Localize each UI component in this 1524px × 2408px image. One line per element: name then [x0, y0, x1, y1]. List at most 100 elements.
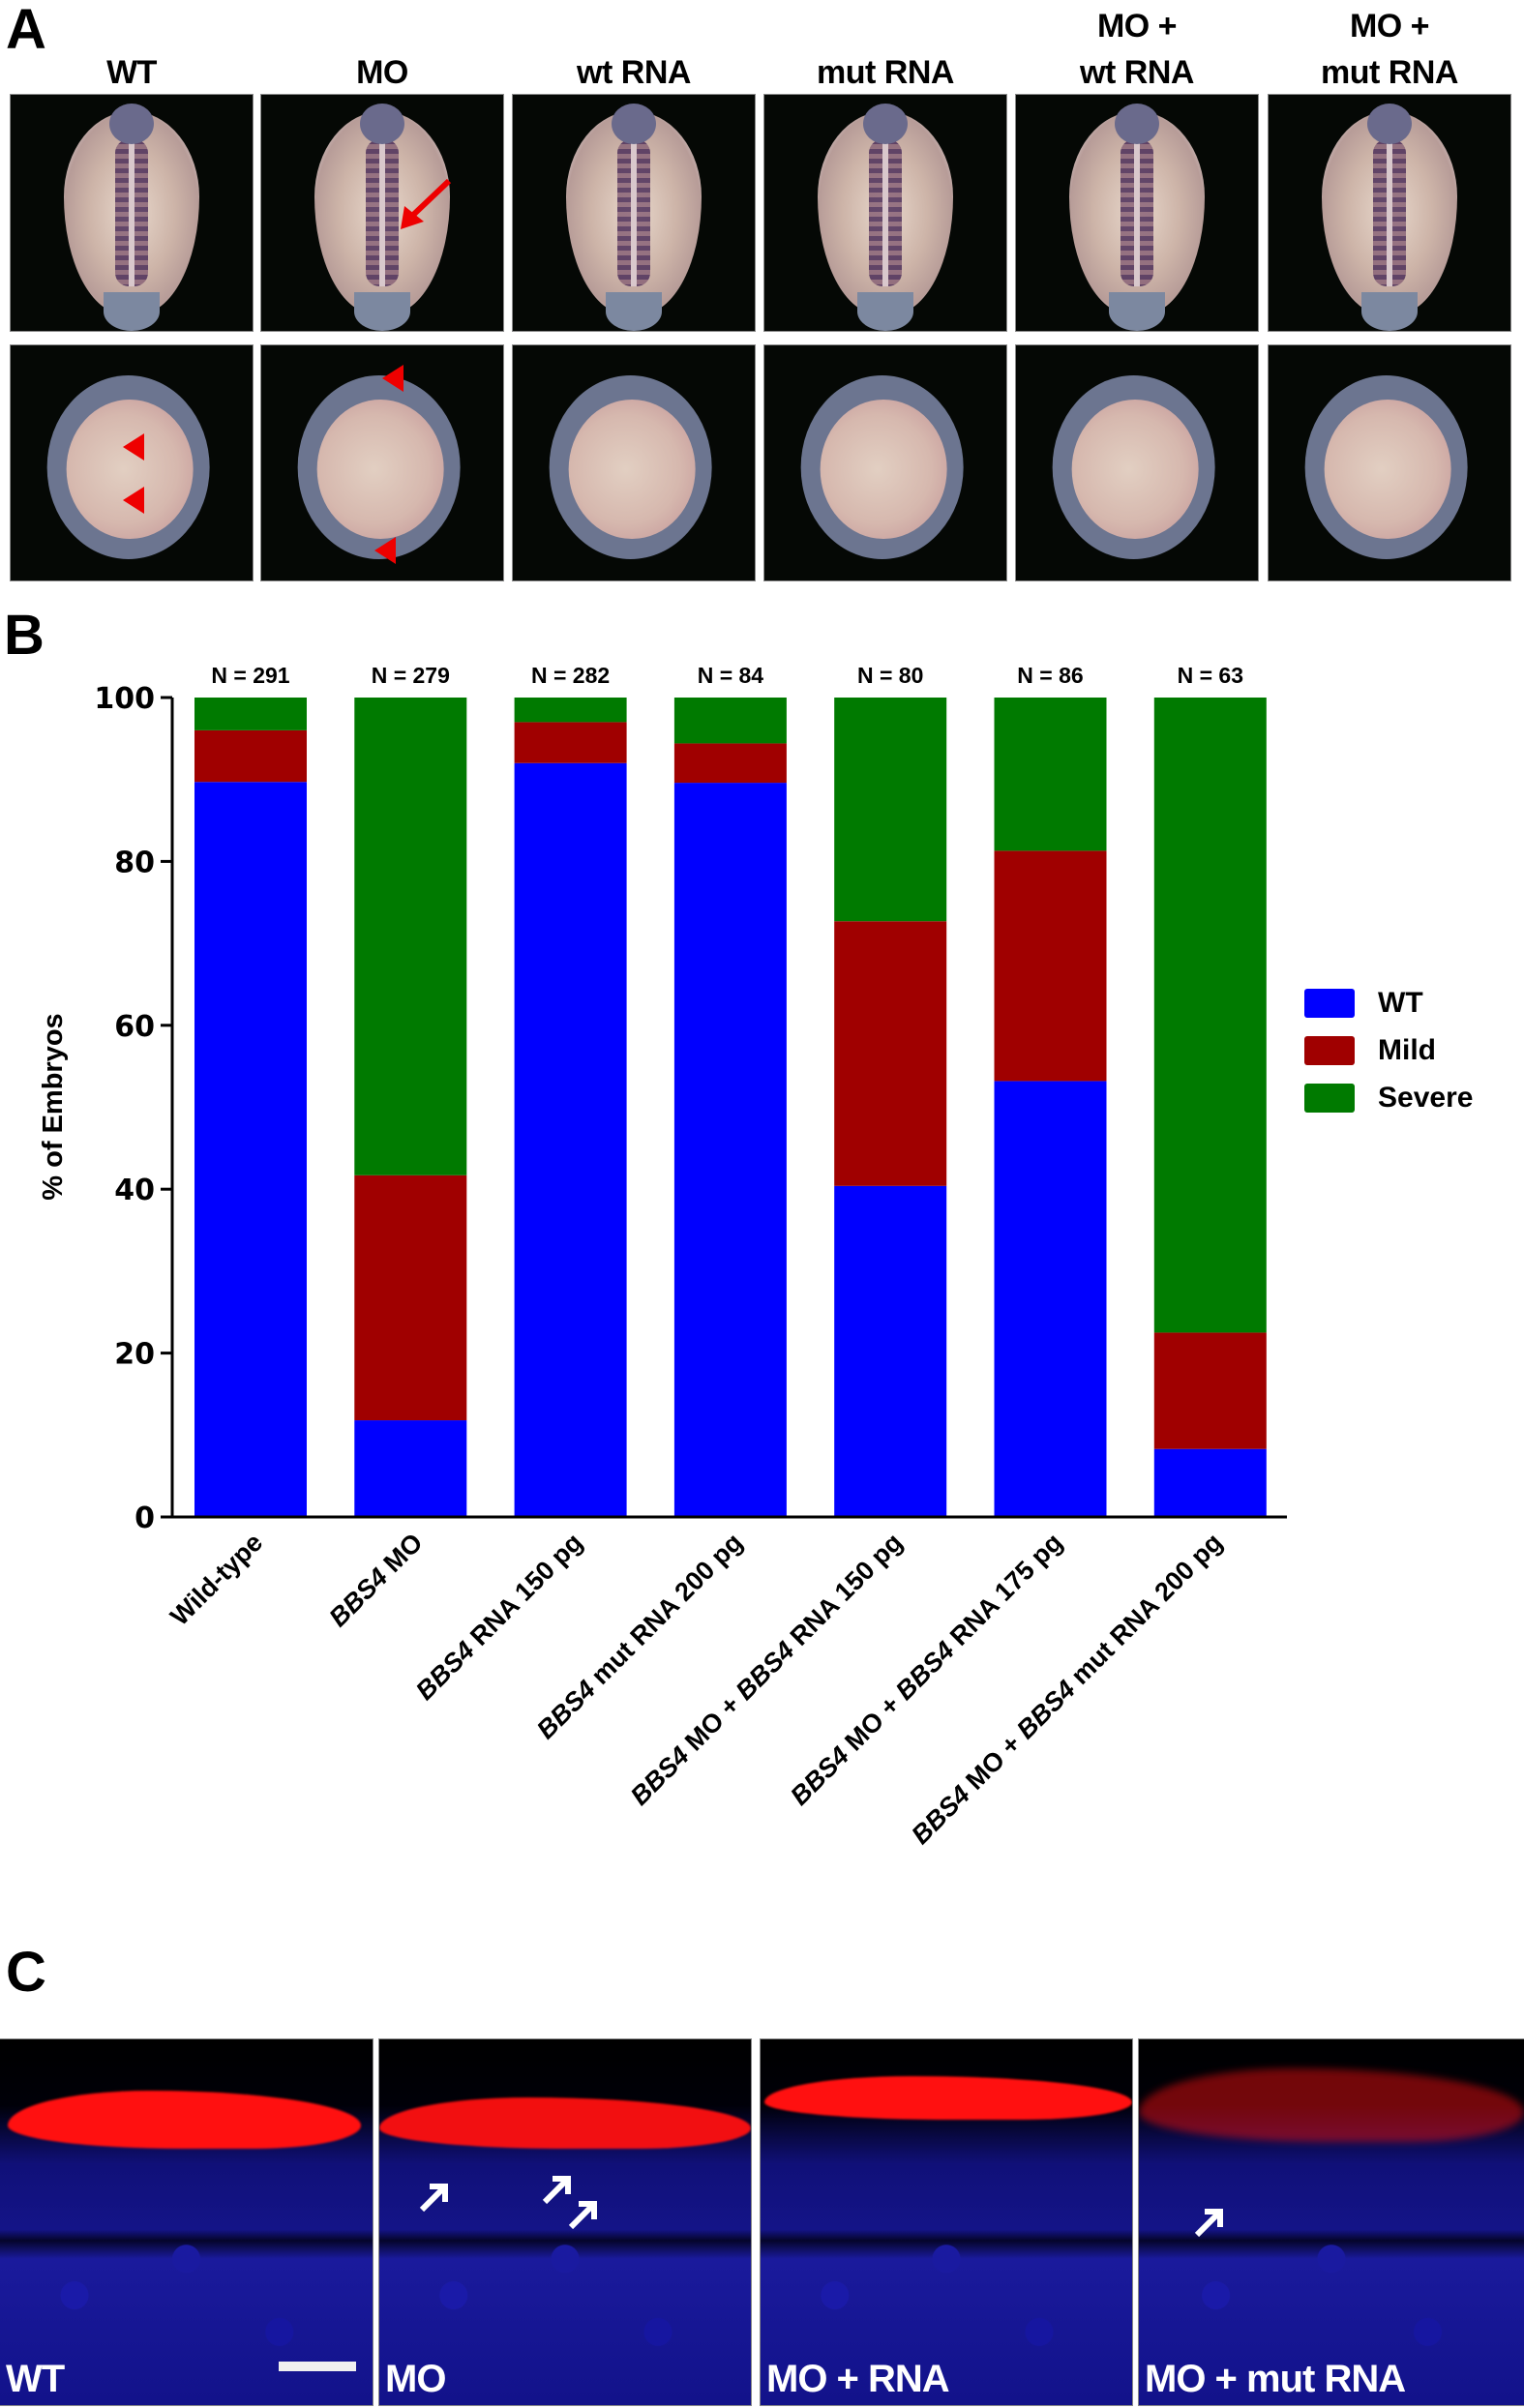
stacked-bar-chart: 0 20 40 60 80 100 N = 291 N = 279 N = 282 N = 84… — [38, 663, 1287, 1850]
bar-segment-mild — [1153, 1332, 1267, 1449]
y-tick-label: 0 — [134, 1501, 155, 1535]
red-stain-band — [763, 2075, 1132, 2121]
embryo-image-dorsal — [764, 95, 1006, 331]
n-count-label: N = 282 — [531, 663, 610, 688]
x-tick-label: BBS4 MO + BBS4 mut RNA 200 pg — [906, 1528, 1228, 1850]
column-label: MO — [356, 54, 408, 91]
red-arrowhead-icon — [374, 537, 396, 564]
embryo-image-dorsal — [261, 95, 503, 331]
embryo-head — [109, 103, 154, 144]
embryo — [1322, 103, 1457, 331]
embryo-image-dorsal — [11, 95, 253, 331]
embryo-image-dorsal — [513, 95, 755, 331]
red-arrow-icon — [401, 178, 452, 229]
midline — [379, 139, 385, 286]
y-tick-label: 100 — [94, 682, 155, 716]
bar-segment-severe — [1153, 698, 1267, 1333]
embryo — [297, 375, 461, 560]
legend-label-severe: Severe — [1378, 1081, 1474, 1114]
white-arrow-icon — [419, 2184, 448, 2213]
x-tick-label: BBS4 RNA 150 pg — [410, 1528, 588, 1706]
bar-segment-severe — [194, 698, 307, 730]
column-label: wt RNA — [1080, 54, 1194, 91]
bar-segment-mild — [354, 1174, 467, 1421]
embryo-head — [863, 103, 908, 144]
legend-item-wt: WT — [1304, 979, 1473, 1026]
embryo-image-dorsal — [1016, 95, 1258, 331]
white-arrow-icon — [542, 2176, 571, 2205]
x-tick-label: BBS4 MO — [323, 1528, 428, 1632]
nuclei-stain — [1139, 2039, 1524, 2405]
embryo-yolk — [1324, 400, 1451, 540]
bar-segment-wt — [1153, 1448, 1267, 1517]
bar-segment-wt — [194, 782, 307, 1517]
midline — [1134, 139, 1140, 286]
embryo — [46, 375, 210, 560]
panel-c-letter: C — [6, 1941, 46, 2004]
bar-segment-wt — [834, 1185, 947, 1517]
embryo-tail — [354, 291, 410, 331]
y-tick-label: 40 — [114, 1174, 155, 1207]
bar-segment-wt — [354, 1420, 467, 1517]
embryo-head — [612, 103, 656, 144]
fluorescence-image-mo-mut-rna: MO + mut RNA — [1139, 2039, 1524, 2405]
red-stain-band — [379, 2097, 751, 2150]
n-count-label: N = 63 — [1178, 663, 1243, 688]
embryo-yolk — [1071, 400, 1199, 540]
bar-segment-severe — [673, 698, 787, 744]
embryo-image-lateral — [513, 345, 755, 580]
embryo-image-dorsal — [1269, 95, 1510, 331]
bar-segment-mild — [834, 921, 947, 1186]
embryo — [800, 375, 964, 560]
red-arrowhead-icon — [123, 487, 144, 514]
panel-b-letter: B — [4, 604, 45, 667]
n-count-label: N = 279 — [372, 663, 450, 688]
n-count-label: N = 86 — [1017, 663, 1083, 688]
x-tick-label: BBS4 MO + BBS4 RNA 175 pg — [785, 1528, 1068, 1811]
embryo — [64, 103, 199, 331]
embryo-yolk — [820, 400, 947, 540]
column-label: WT — [106, 54, 157, 91]
n-count-label: N = 80 — [857, 663, 923, 688]
embryo-tail — [606, 291, 662, 331]
embryo-head — [360, 103, 404, 144]
embryo-yolk — [568, 400, 696, 540]
embryo-tail — [1361, 291, 1418, 331]
scale-bar — [279, 2362, 356, 2371]
bar-segment-severe — [834, 698, 947, 922]
image-label: MO — [385, 2358, 446, 2400]
embryo — [566, 103, 702, 331]
x-tick-label: Wild-type — [164, 1528, 268, 1631]
embryo-image-lateral — [261, 345, 503, 580]
fluorescence-image-mo-rna: MO + RNA — [761, 2039, 1132, 2405]
embryo — [818, 103, 953, 331]
midline — [882, 139, 888, 286]
y-tick-label: 20 — [114, 1338, 155, 1372]
legend-swatch-wt — [1304, 988, 1355, 1018]
bar-segment-wt — [994, 1081, 1107, 1517]
image-label: MO + mut RNA — [1145, 2358, 1406, 2400]
white-arrow-icon — [1194, 2209, 1223, 2238]
column-label: wt RNA — [577, 54, 691, 91]
bar-segment-mild — [994, 850, 1107, 1082]
embryo-image-lateral — [764, 345, 1006, 580]
embryo-head — [1367, 103, 1412, 144]
fluorescence-image-wt: WT — [0, 2039, 373, 2405]
embryo-yolk — [316, 400, 444, 540]
bar-segment-severe — [994, 698, 1107, 851]
bar-segment-mild — [194, 729, 307, 783]
y-axis-label: % of Embryos — [38, 1013, 69, 1200]
image-label: MO + RNA — [766, 2358, 950, 2400]
embryo-image-lateral — [1269, 345, 1510, 580]
bar-segment-mild — [673, 743, 787, 784]
legend-swatch-severe — [1304, 1083, 1355, 1113]
midline — [631, 139, 637, 286]
embryo-image-lateral — [11, 345, 253, 580]
y-tick-label: 80 — [114, 846, 155, 879]
fluorescence-image-mo: MO — [379, 2039, 751, 2405]
embryo-tail — [857, 291, 913, 331]
red-arrowhead-icon — [123, 433, 144, 461]
column-label: mut RNA — [817, 54, 954, 91]
column-label: mut RNA — [1321, 54, 1458, 91]
embryo-head — [1115, 103, 1159, 144]
